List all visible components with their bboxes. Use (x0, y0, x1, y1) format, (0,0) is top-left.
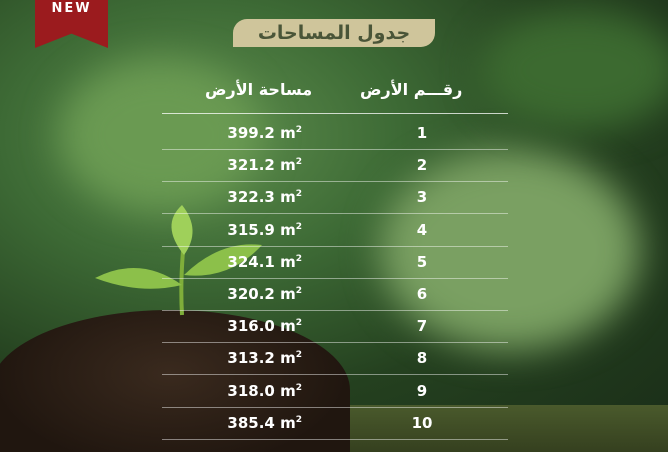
unit-exponent: 2 (295, 350, 302, 361)
row-divider (162, 374, 508, 376)
plot-area: 315.9 m2 (227, 221, 302, 239)
plot-area: 324.1 m2 (227, 253, 302, 271)
unit: m (280, 285, 296, 303)
plot-area-value: 316.0 (227, 317, 275, 336)
plot-number: 6 (416, 285, 428, 303)
unit-exponent: 2 (295, 157, 302, 168)
plot-number: 10 (411, 413, 433, 432)
plot-number: 1 (416, 124, 428, 142)
header-plot-number: رقـــم الأرض (360, 80, 463, 99)
plant-sprout (95, 205, 262, 316)
bokeh (480, 10, 668, 130)
unit-exponent: 2 (295, 253, 302, 264)
plot-number: 8 (416, 349, 428, 368)
plot-number: 2 (416, 156, 428, 175)
plot-number: 5 (416, 252, 428, 271)
unit-exponent: 2 (295, 125, 302, 135)
plot-area-value: 321.2 (227, 156, 275, 175)
unit: m (280, 156, 296, 175)
soil-mound (0, 310, 350, 452)
header-plot-area: مساحة الأرض (205, 80, 313, 99)
plot-number: 7 (416, 317, 428, 336)
unit: m (280, 252, 296, 271)
plot-area-value: 399.2 (227, 124, 275, 142)
unit-exponent: 2 (295, 221, 302, 232)
unit: m (280, 317, 296, 336)
unit-exponent: 2 (295, 189, 302, 200)
unit: m (280, 381, 296, 400)
row-divider (162, 310, 508, 311)
plot-area-value: 315.9 (227, 220, 275, 239)
plot-area: 320.2 m2 (227, 285, 302, 303)
bokeh (380, 150, 640, 350)
table-row: 318.0 m2 9 (162, 375, 508, 407)
table-row: 324.1 m2 5 (162, 246, 508, 278)
plot-area-value: 324.1 (227, 252, 275, 271)
table-row: 322.3 m2 3 (162, 181, 508, 213)
unit: m (280, 188, 296, 207)
plot-area-value: 322.3 (227, 188, 275, 207)
plot-area: 399.2 m2 (227, 124, 302, 142)
unit: m (280, 220, 296, 239)
unit: m (280, 124, 296, 142)
row-divider (162, 245, 508, 247)
page-title: جدول المساحات (233, 19, 435, 47)
row-divider (162, 342, 508, 344)
plot-area-value: 320.2 (227, 285, 275, 303)
table-row: 313.2 m2 8 (162, 342, 508, 374)
table-row: 399.2 m2 1 (162, 117, 508, 149)
table-row: 321.2 m2 2 (162, 149, 508, 181)
plot-number: 3 (416, 188, 428, 207)
row-divider (162, 149, 508, 150)
row-divider (162, 406, 508, 408)
unit-exponent: 2 (295, 382, 302, 393)
unit-exponent: 2 (295, 414, 302, 425)
row-divider (162, 277, 508, 279)
table-row: 320.2 m2 6 (162, 278, 508, 310)
table-row: 385.4 m2 10 (162, 407, 508, 439)
plot-area-value: 313.2 (227, 349, 275, 368)
unit-exponent: 2 (295, 318, 302, 329)
new-ribbon: NEW (35, 0, 108, 48)
plot-area-value: 385.4 (227, 413, 275, 432)
plot-number: 9 (416, 381, 428, 400)
plot-number: 4 (416, 220, 428, 239)
row-divider (162, 438, 508, 440)
row-divider (162, 181, 508, 183)
plot-area: 321.2 m2 (227, 156, 302, 174)
unit-exponent: 2 (295, 286, 302, 296)
header-divider (162, 113, 508, 114)
plot-area: 318.0 m2 (227, 382, 302, 400)
unit: m (280, 349, 296, 368)
bokeh (60, 60, 260, 210)
plot-area: 322.3 m2 (227, 188, 302, 206)
plot-area: 316.0 m2 (227, 317, 302, 335)
new-badge-text: NEW (51, 1, 92, 16)
plot-area-value: 318.0 (227, 381, 275, 400)
table-row: 316.0 m2 7 (162, 310, 508, 342)
table-row: 315.9 m2 4 (162, 214, 508, 246)
plot-area: 313.2 m2 (227, 349, 302, 367)
unit: m (280, 413, 296, 432)
row-divider (162, 213, 508, 215)
plot-area: 385.4 m2 (227, 414, 302, 432)
